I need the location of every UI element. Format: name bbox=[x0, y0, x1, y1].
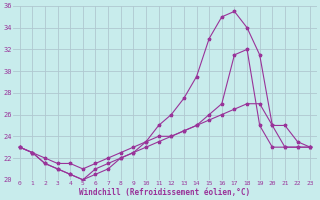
X-axis label: Windchill (Refroidissement éolien,°C): Windchill (Refroidissement éolien,°C) bbox=[79, 188, 251, 197]
